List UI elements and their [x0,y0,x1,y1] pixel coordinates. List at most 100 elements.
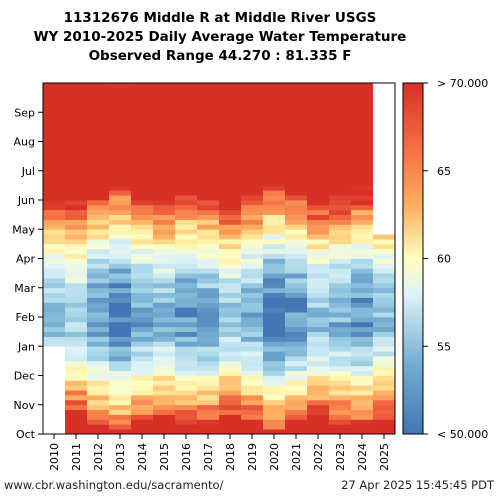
heatmap-cell [241,375,264,381]
x-tick-label: 2016 [180,443,193,471]
heatmap-cell [373,317,396,323]
heatmap-cell [175,97,198,103]
heatmap-cell [153,253,176,259]
heatmap-cell [285,375,308,381]
heatmap-cell [307,141,330,147]
heatmap-cell [87,390,110,396]
heatmap-cell [109,92,132,99]
heatmap-cell [175,112,198,118]
heatmap-cell [219,297,242,303]
heatmap-cell [87,83,110,89]
heatmap-cell [373,331,396,337]
heatmap-cell [131,390,154,396]
heatmap-cell [307,170,330,177]
heatmap-cell [351,253,374,259]
heatmap-cell [87,263,110,269]
heatmap-cell [329,360,352,367]
heatmap-cell [109,326,132,333]
heatmap-cell [263,243,286,250]
heatmap-cell [351,336,374,342]
heatmap-cell [87,385,110,391]
heatmap-cell [153,248,176,255]
heatmap-cell [241,360,264,367]
heatmap-cell [109,112,132,118]
heatmap-cell [351,185,374,191]
heatmap-cell [351,263,374,269]
heatmap-cell [329,102,352,108]
heatmap-cell [197,92,220,99]
heatmap-cell [329,195,352,201]
heatmap-cell [351,326,374,333]
heatmap-cell [285,326,308,333]
heatmap-cell [351,136,374,142]
heatmap-cell [197,107,220,113]
heatmap-cell [219,229,242,235]
heatmap-cell [87,404,110,411]
heatmap-cell [285,175,308,181]
heatmap-cell [307,273,330,279]
heatmap-cell [285,219,308,225]
heatmap-cell [329,390,352,396]
heatmap-cell [43,102,66,108]
heatmap-cell [153,156,176,162]
heatmap-cell [87,185,110,191]
heatmap-cell [263,151,286,157]
heatmap-cell [197,131,220,138]
heatmap-cell [351,126,374,133]
heatmap-cell [263,175,286,181]
heatmap-cell [43,161,66,167]
heatmap-cell [351,161,374,167]
heatmap-cell [109,117,132,123]
heatmap-cell [307,204,330,211]
heatmap-cell [131,370,154,376]
heatmap-cell [241,136,264,142]
heatmap-cell [65,312,88,318]
heatmap-cell [219,87,242,94]
heatmap-cell [329,321,352,328]
heatmap-cell [373,399,396,406]
heatmap-cell [241,131,264,138]
heatmap-cell [329,336,352,342]
heatmap-cell [329,346,352,352]
heatmap-cell [175,302,198,308]
heatmap-cell [197,399,220,406]
heatmap-cell [131,312,154,318]
heatmap-cell [373,414,396,420]
heatmap-cell [43,356,66,362]
heatmap-cell [109,424,132,430]
heatmap-cell [87,268,110,274]
heatmap-cell [329,97,352,103]
heatmap-cell [351,356,374,362]
heatmap-cell [329,312,352,318]
heatmap-cell [87,380,110,386]
heatmap-cell [131,399,154,406]
heatmap-cell [329,307,352,313]
heatmap-cell [65,278,88,284]
heatmap-cell [175,414,198,420]
heatmap-cell [197,312,220,318]
heatmap-cell [263,297,286,303]
heatmap-cell [373,141,396,147]
heatmap-cell [285,399,308,406]
heatmap-cell [65,214,88,220]
heatmap-cell [197,190,220,196]
heatmap-cell [351,117,374,123]
heatmap-cell [43,346,66,352]
heatmap-cell [219,175,242,181]
heatmap-cell [241,429,264,435]
heatmap-cell [153,365,176,372]
heatmap-cell [65,175,88,181]
heatmap-cell [241,302,264,308]
y-tick-label: Jun [17,194,35,207]
heatmap-cell [307,243,330,250]
heatmap-cell [219,92,242,99]
heatmap-cell [351,209,374,216]
heatmap-cell [241,239,264,245]
heatmap-cell [109,414,132,420]
heatmap-cell [307,351,330,357]
heatmap-cell [285,224,308,230]
heatmap-cell [285,107,308,113]
heatmap-cell [285,200,308,206]
heatmap-cell [197,263,220,269]
heatmap-cell [263,331,286,337]
